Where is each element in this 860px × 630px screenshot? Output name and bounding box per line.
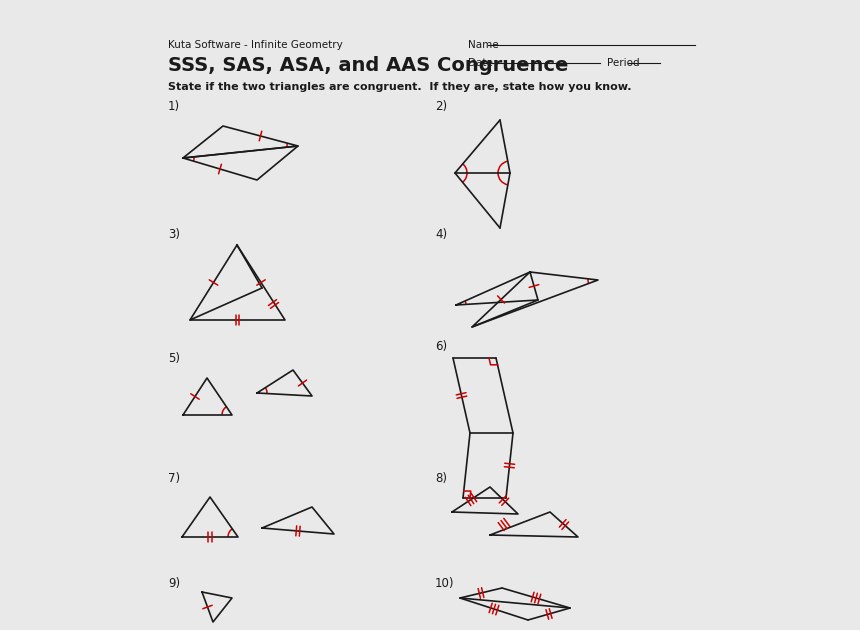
Text: Date: Date bbox=[468, 58, 493, 68]
Text: 10): 10) bbox=[435, 577, 454, 590]
Text: 2): 2) bbox=[435, 100, 447, 113]
Text: State if the two triangles are congruent.  If they are, state how you know.: State if the two triangles are congruent… bbox=[168, 82, 631, 92]
Text: 1): 1) bbox=[168, 100, 180, 113]
Text: 4): 4) bbox=[435, 228, 447, 241]
Text: SSS, SAS, ASA, and AAS Congruence: SSS, SAS, ASA, and AAS Congruence bbox=[168, 56, 568, 75]
Text: 8): 8) bbox=[435, 472, 447, 485]
Text: 7): 7) bbox=[168, 472, 180, 485]
Text: 3): 3) bbox=[168, 228, 180, 241]
Text: 6): 6) bbox=[435, 340, 447, 353]
Text: Kuta Software - Infinite Geometry: Kuta Software - Infinite Geometry bbox=[168, 40, 343, 50]
Text: 5): 5) bbox=[168, 352, 180, 365]
Text: Period: Period bbox=[607, 58, 640, 68]
Text: 9): 9) bbox=[168, 577, 180, 590]
Text: Name: Name bbox=[468, 40, 499, 50]
